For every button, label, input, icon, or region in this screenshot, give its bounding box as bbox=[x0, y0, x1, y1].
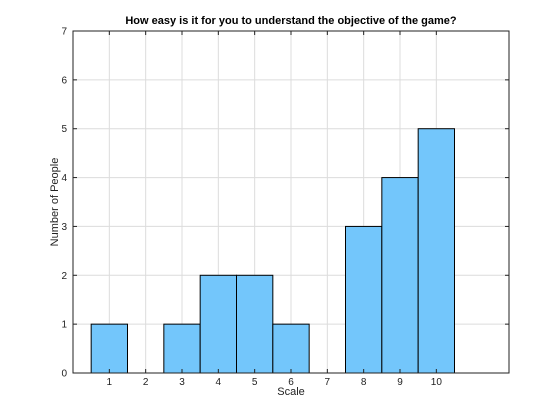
x-tick-label-10: 10 bbox=[431, 377, 443, 388]
bar-6 bbox=[272, 323, 310, 374]
x-tick-label-1: 1 bbox=[107, 377, 113, 388]
axis-ticks: 1 2 3 4 5 6 7 8 9 10 0 1 2 3 4 5 6 7 bbox=[61, 27, 509, 388]
x-tick-label-8: 8 bbox=[361, 377, 367, 388]
y-tick-label-1: 1 bbox=[61, 320, 67, 331]
x-tick-label-6: 6 bbox=[288, 377, 294, 388]
x-tick-label-5: 5 bbox=[252, 377, 258, 388]
y-tick-label-2: 2 bbox=[61, 271, 67, 282]
y-tick-label-5: 5 bbox=[61, 124, 67, 135]
bar-3 bbox=[163, 323, 201, 374]
bar-9 bbox=[381, 177, 419, 374]
x-axis-label: Scale bbox=[277, 386, 305, 398]
x-tick-label-7: 7 bbox=[325, 377, 331, 388]
bar-4 bbox=[199, 274, 238, 374]
y-tick-label-7: 7 bbox=[61, 27, 67, 38]
bar-5 bbox=[236, 274, 274, 374]
y-tick-label-3: 3 bbox=[61, 222, 67, 233]
x-tick-label-2: 2 bbox=[143, 377, 149, 388]
x-tick-label-4: 4 bbox=[216, 377, 222, 388]
y-tick-label-4: 4 bbox=[61, 173, 67, 184]
y-tick-label-0: 0 bbox=[61, 369, 67, 380]
bar-10 bbox=[417, 128, 455, 374]
y-axis-label: Number of People bbox=[49, 158, 61, 247]
bar-8 bbox=[345, 225, 383, 374]
x-tick-label-3: 3 bbox=[179, 377, 185, 388]
chart-title: How easy is it for you to understand the… bbox=[125, 15, 457, 27]
bars bbox=[90, 128, 455, 374]
bar-1 bbox=[90, 323, 128, 374]
y-tick-label-6: 6 bbox=[61, 75, 67, 86]
x-tick-label-9: 9 bbox=[397, 377, 403, 388]
